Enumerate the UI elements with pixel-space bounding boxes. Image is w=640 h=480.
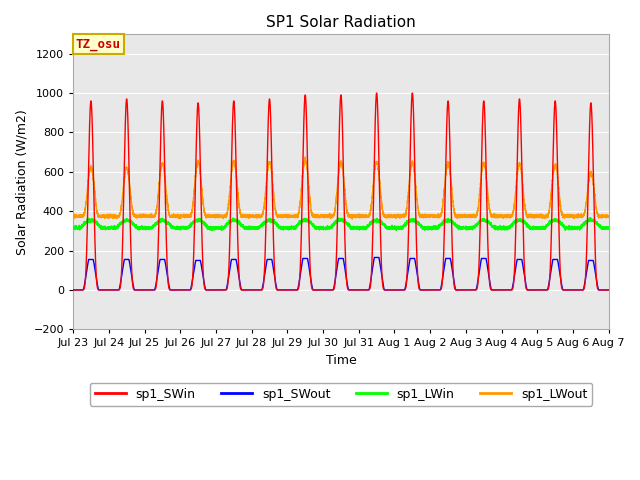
sp1_SWin (576, 287, 584, 293)
sp1_SWin (408, 90, 416, 96)
sp1_LWout (461, 212, 468, 218)
sp1_SWout (576, 287, 584, 293)
Y-axis label: Solar Radiation (W/m2): Solar Radiation (W/m2) (15, 109, 28, 254)
sp1_LWin (252, 225, 259, 230)
sp1_SWout (582, 271, 590, 276)
sp1_LWout (301, 154, 309, 160)
sp1_LWin (605, 225, 612, 230)
sp1_SWin (252, 287, 259, 293)
Line: sp1_SWin: sp1_SWin (73, 93, 609, 290)
sp1_SWout (476, 265, 484, 271)
Line: sp1_LWin: sp1_LWin (73, 217, 609, 230)
sp1_LWout (252, 213, 259, 218)
sp1_SWin (476, 237, 484, 243)
sp1_LWin (476, 219, 484, 225)
sp1_SWout (323, 287, 330, 293)
sp1_SWin (605, 287, 612, 293)
X-axis label: Time: Time (326, 354, 356, 367)
sp1_LWin (323, 225, 330, 231)
sp1_SWout (605, 287, 612, 293)
Legend: sp1_SWin, sp1_SWout, sp1_LWin, sp1_LWout: sp1_SWin, sp1_SWout, sp1_LWin, sp1_LWout (90, 383, 592, 406)
sp1_LWout (69, 212, 77, 217)
sp1_SWout (69, 287, 77, 293)
sp1_LWin (461, 225, 468, 230)
Title: SP1 Solar Radiation: SP1 Solar Radiation (266, 15, 416, 30)
sp1_LWout (476, 188, 484, 193)
sp1_SWout (252, 287, 259, 293)
sp1_SWin (323, 287, 330, 293)
sp1_SWout (461, 287, 468, 293)
Line: sp1_SWout: sp1_SWout (73, 257, 609, 290)
sp1_LWin (587, 215, 595, 220)
sp1_LWin (561, 228, 569, 233)
sp1_SWin (69, 287, 77, 293)
sp1_LWout (582, 199, 590, 205)
Line: sp1_LWout: sp1_LWout (73, 157, 609, 219)
sp1_LWout (348, 216, 356, 222)
Text: TZ_osu: TZ_osu (76, 37, 121, 50)
sp1_LWin (582, 218, 590, 224)
sp1_LWout (605, 214, 612, 220)
sp1_SWout (371, 254, 378, 260)
sp1_SWin (461, 287, 468, 293)
sp1_SWin (582, 258, 590, 264)
sp1_LWin (69, 225, 77, 231)
sp1_LWin (576, 227, 584, 233)
sp1_LWout (576, 213, 584, 219)
sp1_LWout (323, 213, 330, 218)
